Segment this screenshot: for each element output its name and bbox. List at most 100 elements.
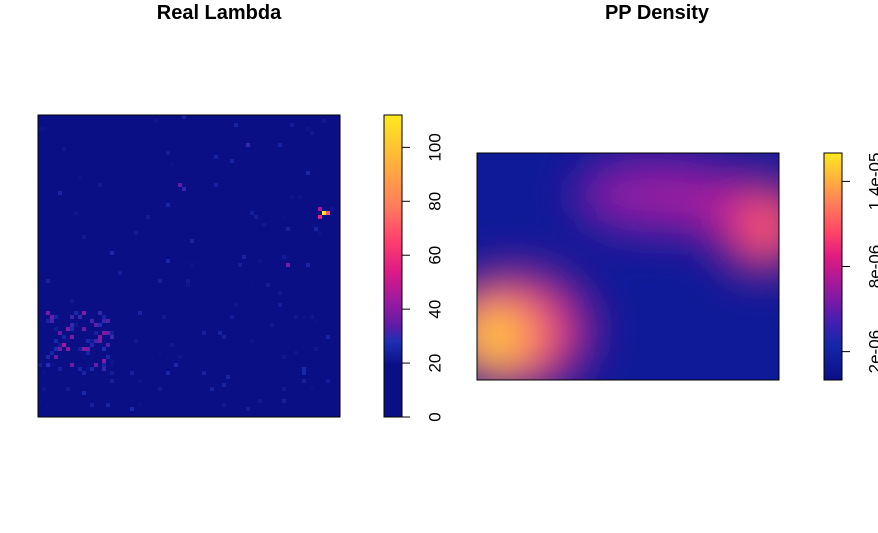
lambda-noise-cell: [322, 119, 326, 123]
lambda-noise-cell: [282, 399, 286, 403]
lambda-cluster-cell: [70, 363, 74, 367]
lambda-hotspot-cell: [62, 343, 66, 347]
lambda-noise-cell: [330, 175, 334, 179]
lambda-hotspot-cell: [66, 347, 70, 351]
lambda-noise-cell: [242, 379, 246, 383]
lambda-hotspot-cell: [314, 227, 318, 231]
lambda-noise-cell: [202, 155, 206, 159]
lambda-noise-cell: [322, 135, 326, 139]
lambda-noise-cell: [190, 163, 194, 167]
lambda-hotspot-cell: [78, 315, 82, 319]
lambda-cluster-cell: [82, 343, 86, 347]
lambda-cluster-cell: [90, 343, 94, 347]
pp-density-surface: [477, 153, 779, 380]
lambda-cluster-cell: [70, 323, 74, 327]
lambda-cluster-cell: [90, 323, 94, 327]
lambda-noise-cell: [282, 387, 286, 391]
lambda-cluster-cell: [110, 367, 114, 371]
lambda-noise-cell: [278, 311, 282, 315]
lambda-noise-cell: [50, 195, 54, 199]
lambda-noise-cell: [202, 371, 206, 375]
lambda-noise-cell: [294, 167, 298, 171]
lambda-noise-cell: [110, 231, 114, 235]
lambda-noise-cell: [282, 255, 286, 259]
lambda-noise-cell: [210, 403, 214, 407]
lambda-noise-cell: [310, 187, 314, 191]
lambda-cluster-cell: [70, 315, 74, 319]
lambda-noise-cell: [114, 299, 118, 303]
lambda-noise-cell: [238, 283, 242, 287]
lambda-noise-cell: [86, 223, 90, 227]
lambda-noise-cell: [110, 179, 114, 183]
lambda-noise-cell: [94, 123, 98, 127]
lambda-noise-cell: [262, 347, 266, 351]
lambda-noise-cell: [266, 315, 270, 319]
lambda-cluster-cell: [86, 371, 90, 375]
lambda-noise-cell: [318, 231, 322, 235]
lambda-cluster-cell: [94, 339, 98, 343]
lambda-noise-cell: [46, 155, 50, 159]
lambda-noise-cell: [86, 367, 90, 371]
lambda-noise-cell: [226, 151, 230, 155]
lambda-noise-cell: [278, 151, 282, 155]
lambda-hotspot-cell: [306, 263, 310, 267]
lambda-cluster-cell: [50, 315, 54, 319]
lambda-noise-cell: [254, 239, 258, 243]
lambda-noise-cell: [278, 291, 282, 295]
lambda-noise-cell: [170, 343, 174, 347]
lambda-noise-cell: [166, 231, 170, 235]
lambda-noise-cell: [254, 307, 258, 311]
lambda-noise-cell: [298, 307, 302, 311]
lambda-hotspot-cell: [326, 211, 330, 215]
lambda-noise-cell: [130, 115, 134, 119]
lambda-noise-cell: [266, 283, 270, 287]
lambda-noise-cell: [282, 187, 286, 191]
lambda-noise-cell: [90, 403, 94, 407]
lambda-noise-cell: [146, 207, 150, 211]
lambda-noise-cell: [230, 243, 234, 247]
lambda-cluster-cell: [54, 347, 58, 351]
lambda-cluster-cell: [102, 331, 106, 335]
lambda-noise-cell: [302, 367, 306, 371]
real-lambda-cells: [38, 115, 338, 415]
lambda-noise-cell: [246, 239, 250, 243]
lambda-noise-cell: [74, 131, 78, 135]
lambda-noise-cell: [98, 303, 102, 307]
lambda-noise-cell: [258, 259, 262, 263]
lambda-noise-cell: [62, 147, 66, 151]
lambda-noise-cell: [106, 379, 110, 383]
lambda-hotspot-cell: [318, 215, 322, 219]
lambda-cluster-cell: [78, 347, 82, 351]
lambda-noise-cell: [210, 387, 214, 391]
lambda-noise-cell: [270, 323, 274, 327]
pp-density-blobs: [477, 157, 779, 380]
lambda-noise-cell: [58, 343, 62, 347]
lambda-cluster-cell: [74, 323, 78, 327]
lambda-noise-cell: [294, 303, 298, 307]
lambda-noise-cell: [86, 135, 90, 139]
lambda-noise-cell: [106, 383, 110, 387]
lambda-noise-cell: [222, 135, 226, 139]
lambda-noise-cell: [150, 247, 154, 251]
lambda-hotspot-cell: [70, 335, 74, 339]
lambda-noise-cell: [190, 303, 194, 307]
lambda-noise-cell: [230, 235, 234, 239]
lambda-noise-cell: [38, 127, 42, 131]
lambda-cluster-cell: [102, 327, 106, 331]
lambda-noise-cell: [186, 279, 190, 283]
lambda-noise-cell: [150, 263, 154, 267]
lambda-noise-cell: [130, 231, 134, 235]
lambda-noise-cell: [298, 147, 302, 151]
lambda-noise-cell: [302, 159, 306, 163]
lambda-noise-cell: [46, 383, 50, 387]
lambda-noise-cell: [42, 371, 46, 375]
lambda-noise-cell: [162, 315, 166, 319]
lambda-noise-cell: [98, 135, 102, 139]
pp-density-frame: [476, 152, 780, 381]
lambda-noise-cell: [50, 343, 54, 347]
lambda-noise-cell: [150, 383, 154, 387]
lambda-noise-cell: [206, 251, 210, 255]
lambda-noise-cell: [62, 199, 66, 203]
lambda-noise-cell: [294, 315, 298, 319]
real-lambda-panel: 0 20 40 60 80 100: [37, 114, 444, 422]
